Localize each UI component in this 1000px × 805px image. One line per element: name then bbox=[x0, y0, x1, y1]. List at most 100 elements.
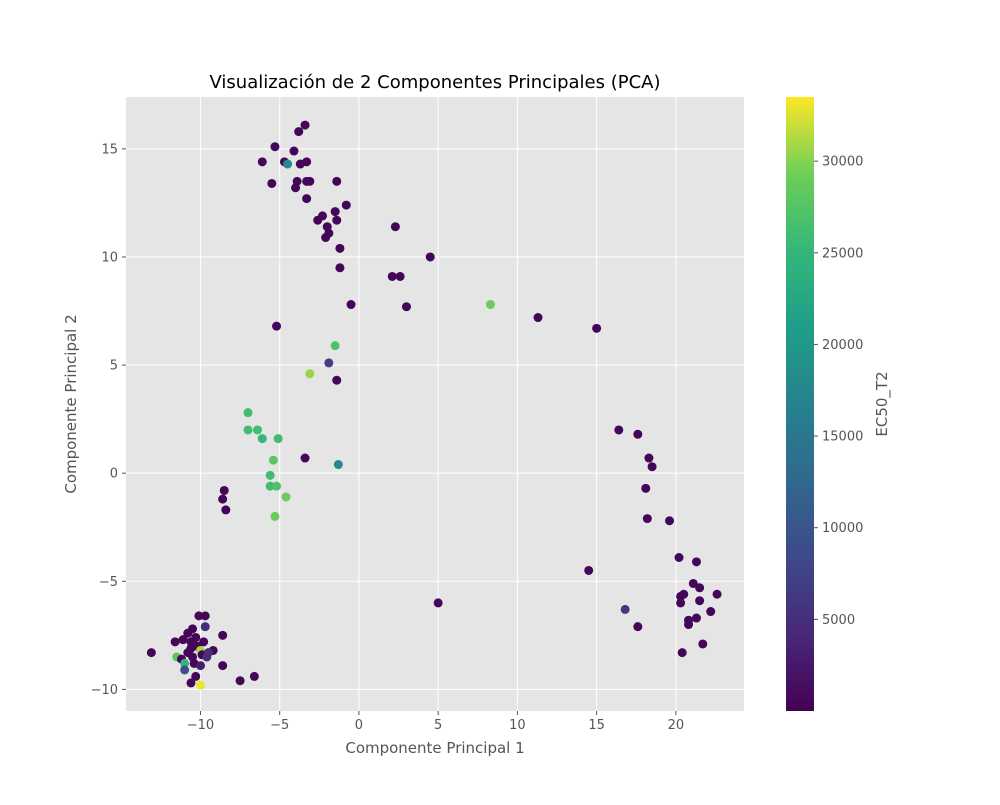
data-point bbox=[267, 178, 277, 188]
data-point bbox=[253, 425, 263, 435]
y-tick-label: −5 bbox=[99, 575, 118, 590]
data-point bbox=[633, 429, 643, 439]
x-axis-ticks: −10 −5 0 5 10 15 20 bbox=[187, 711, 684, 733]
data-point bbox=[321, 233, 331, 243]
data-point bbox=[330, 207, 340, 217]
data-point bbox=[395, 271, 405, 281]
y-axis-label: Componente Principal 2 bbox=[62, 314, 80, 493]
data-point bbox=[272, 321, 282, 331]
data-point bbox=[335, 243, 345, 253]
data-point bbox=[302, 194, 312, 204]
data-point bbox=[218, 630, 228, 640]
data-point bbox=[324, 358, 334, 368]
data-point bbox=[202, 652, 212, 662]
data-point bbox=[390, 222, 400, 232]
data-point bbox=[641, 483, 651, 493]
data-point bbox=[195, 661, 205, 671]
data-point bbox=[642, 514, 652, 524]
data-point bbox=[291, 183, 301, 193]
data-point bbox=[341, 200, 351, 210]
data-point bbox=[178, 635, 188, 645]
data-point bbox=[200, 611, 210, 621]
data-point bbox=[647, 462, 657, 472]
data-point bbox=[235, 676, 245, 686]
data-point bbox=[433, 598, 443, 608]
data-point bbox=[265, 481, 275, 491]
data-point bbox=[313, 215, 323, 225]
x-tick-label: 15 bbox=[588, 718, 605, 733]
data-point bbox=[180, 665, 190, 675]
data-point bbox=[592, 323, 602, 333]
data-point bbox=[265, 470, 275, 480]
data-point bbox=[688, 578, 698, 588]
data-point bbox=[691, 557, 701, 567]
data-point bbox=[335, 263, 345, 273]
data-point bbox=[533, 313, 543, 323]
grid-lines bbox=[126, 97, 744, 711]
data-point bbox=[684, 620, 694, 630]
y-tick-label: 10 bbox=[101, 250, 118, 265]
data-point bbox=[186, 678, 196, 688]
x-tick-label: −10 bbox=[187, 718, 214, 733]
data-point bbox=[249, 671, 259, 681]
data-point bbox=[676, 598, 686, 608]
data-point bbox=[186, 637, 196, 647]
data-points bbox=[146, 120, 722, 690]
data-point bbox=[218, 494, 228, 504]
colorbar-tick-label: 15000 bbox=[822, 430, 863, 445]
y-tick-label: −10 bbox=[91, 683, 118, 698]
data-point bbox=[270, 142, 280, 152]
data-point bbox=[183, 628, 193, 638]
data-point bbox=[706, 607, 716, 617]
data-point bbox=[257, 157, 267, 167]
data-point bbox=[677, 648, 687, 658]
data-point bbox=[676, 591, 686, 601]
data-point bbox=[401, 302, 411, 312]
data-point bbox=[644, 453, 654, 463]
data-point bbox=[283, 159, 293, 169]
x-tick-label: 0 bbox=[355, 718, 363, 733]
y-tick-label: 0 bbox=[110, 467, 118, 482]
data-point bbox=[633, 622, 643, 632]
y-tick-label: 5 bbox=[110, 359, 118, 374]
data-point bbox=[195, 680, 205, 690]
x-tick-label: 5 bbox=[434, 718, 442, 733]
data-point bbox=[243, 408, 253, 418]
data-point bbox=[485, 300, 495, 310]
colorbar-tick-label: 10000 bbox=[822, 521, 863, 536]
data-point bbox=[332, 215, 342, 225]
y-tick-label: 15 bbox=[101, 142, 118, 157]
data-point bbox=[268, 455, 278, 465]
colorbar bbox=[786, 97, 814, 711]
colorbar-ticks: 5000 10000 15000 20000 25000 30000 bbox=[814, 155, 863, 628]
x-tick-label: 20 bbox=[668, 718, 685, 733]
data-point bbox=[330, 341, 340, 351]
colorbar-label: EC50_T2 bbox=[873, 371, 892, 436]
data-point bbox=[170, 637, 180, 647]
data-point bbox=[333, 460, 343, 470]
data-point bbox=[200, 622, 210, 632]
colorbar-tick-label: 20000 bbox=[822, 338, 863, 353]
data-point bbox=[199, 637, 209, 647]
colorbar-tick-label: 30000 bbox=[822, 155, 863, 170]
data-point bbox=[257, 434, 267, 444]
data-point bbox=[614, 425, 624, 435]
data-point bbox=[219, 485, 229, 495]
data-point bbox=[180, 658, 190, 668]
data-point bbox=[332, 176, 342, 186]
plot-background bbox=[126, 97, 744, 711]
data-point bbox=[218, 661, 228, 671]
data-point bbox=[281, 492, 291, 502]
data-point bbox=[272, 481, 282, 491]
data-point bbox=[346, 300, 356, 310]
data-point bbox=[674, 553, 684, 562]
data-point bbox=[289, 146, 299, 156]
x-tick-label: −5 bbox=[270, 718, 289, 733]
x-tick-label: 10 bbox=[509, 718, 526, 733]
data-point bbox=[302, 157, 312, 167]
data-point bbox=[332, 375, 342, 385]
data-point bbox=[194, 611, 204, 621]
data-point bbox=[146, 648, 156, 658]
